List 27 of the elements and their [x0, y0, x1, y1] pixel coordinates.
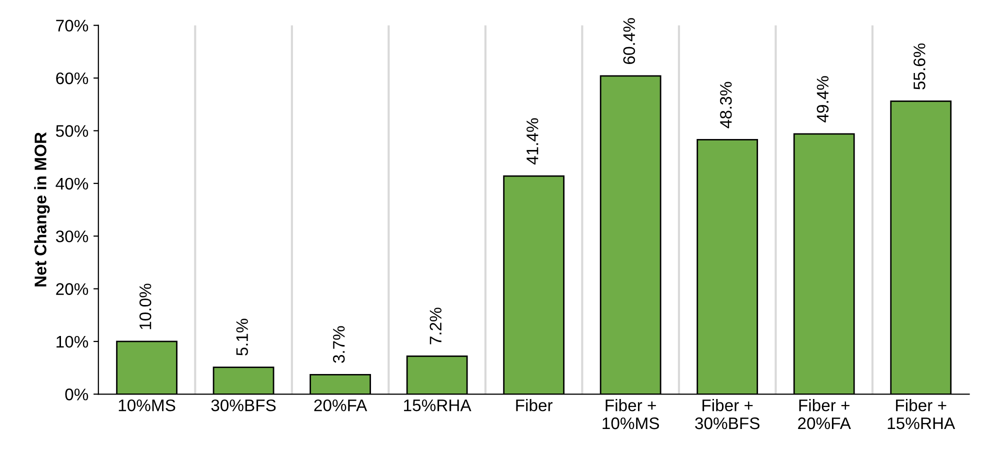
x-tick-label: Fiber [516, 399, 553, 412]
y-tick-label: 30% [56, 230, 88, 242]
data-label: 60.4% [623, 18, 636, 64]
y-tick-label: 20% [56, 283, 88, 295]
data-label: 49.4% [816, 76, 829, 122]
y-tick-label: 10% [56, 336, 88, 348]
x-tick-label: 20%FA [314, 399, 368, 412]
data-label: 48.3% [720, 82, 732, 128]
x-tick-label: 15%RHA [404, 400, 472, 412]
y-tick-label: 50% [56, 125, 88, 137]
x-tick-label: 30%BFS [211, 399, 276, 412]
x-tick-label: Fiber + 30%BFS [695, 399, 760, 430]
y-tick-label: 0% [65, 388, 88, 400]
data-label: 41.4% [526, 118, 538, 165]
x-tick-label: Fiber + 15%RHA [888, 399, 956, 430]
data-label: 3.7% [332, 326, 345, 363]
y-tick-label: 70% [56, 20, 88, 32]
x-tick-label: Fiber + 10%MS [602, 399, 659, 430]
data-label: 7.2% [430, 308, 442, 344]
x-tick-label: 10%MS [118, 399, 176, 412]
y-tick-label: 60% [56, 72, 88, 84]
data-label: 10.0% [139, 284, 152, 330]
y-axis-title: Net Change in MOR [34, 132, 50, 286]
x-tick-label: Fiber + 20%FA [798, 399, 851, 430]
data-label: 5.1% [236, 318, 248, 356]
y-tick-label: 40% [56, 178, 88, 190]
data-label: 55.6% [914, 43, 926, 90]
